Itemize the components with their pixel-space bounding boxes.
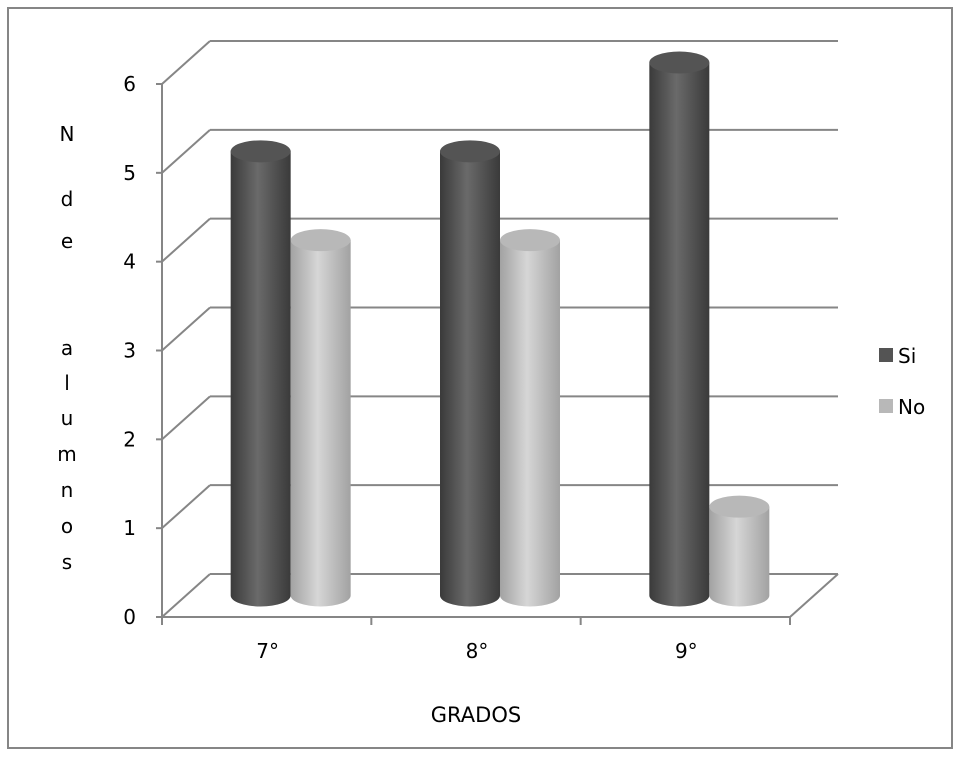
bar-si xyxy=(440,140,500,607)
y-axis-label-letter: s xyxy=(62,550,72,574)
gridline-side xyxy=(161,129,211,174)
y-tick-label: 3 xyxy=(123,339,136,363)
bar-top xyxy=(290,229,351,252)
y-tick-label: 2 xyxy=(123,427,136,451)
bar-body xyxy=(500,240,560,607)
bar-body xyxy=(649,62,710,607)
bar-si xyxy=(649,51,710,607)
bar-body xyxy=(290,240,351,607)
bar-top xyxy=(230,140,291,163)
bars xyxy=(230,51,770,607)
legend-label-si: Si xyxy=(898,344,916,368)
legend-swatch-no xyxy=(879,399,893,413)
legend: Si No xyxy=(879,344,925,419)
bar-no xyxy=(290,229,351,607)
legend-label-no: No xyxy=(898,395,925,419)
y-axis-label-letter: n xyxy=(61,478,74,502)
y-tick-label: 6 xyxy=(123,72,136,96)
floor-edge xyxy=(789,573,839,618)
gridline-side xyxy=(161,40,211,85)
bar-top xyxy=(649,51,710,74)
bar-body xyxy=(709,506,770,607)
y-axis-label-letter: a xyxy=(61,336,73,360)
legend-swatch-si xyxy=(879,348,893,362)
bar-top xyxy=(709,495,770,518)
y-axis-label-letter: o xyxy=(61,514,73,538)
gridline-side xyxy=(161,484,211,529)
bar-top xyxy=(500,229,560,252)
y-tick-label: 5 xyxy=(123,161,136,185)
bar-body xyxy=(230,151,291,607)
gridline-side xyxy=(161,395,211,441)
y-axis-label-letter: m xyxy=(57,442,76,466)
x-axis-label: GRADOS xyxy=(431,703,521,727)
y-tick-label: 1 xyxy=(123,516,136,540)
x-tick-label: 9° xyxy=(675,639,698,663)
y-axis-label-letter: u xyxy=(61,406,74,430)
bar-top xyxy=(440,140,500,163)
y-axis-label-letter: e xyxy=(61,229,73,253)
axes: 0 1 2 3 4 5 6 7° 8° 9° xyxy=(123,72,791,663)
gridline-side xyxy=(161,573,211,618)
y-tick-label: 4 xyxy=(123,250,136,274)
bar-no xyxy=(500,229,560,607)
bar-si xyxy=(230,140,291,607)
y-axis-label-letter: d xyxy=(61,187,74,211)
gridline-side xyxy=(161,217,211,263)
y-tick-label: 0 xyxy=(123,605,136,629)
y-axis-label-letter: N xyxy=(60,122,75,146)
bar-no xyxy=(709,495,770,607)
y-axis-label-letter: l xyxy=(64,371,70,395)
gridline-side xyxy=(161,306,211,352)
bar-body xyxy=(440,151,500,607)
x-tick-label: 8° xyxy=(466,639,489,663)
x-tick-label: 7° xyxy=(256,639,279,663)
